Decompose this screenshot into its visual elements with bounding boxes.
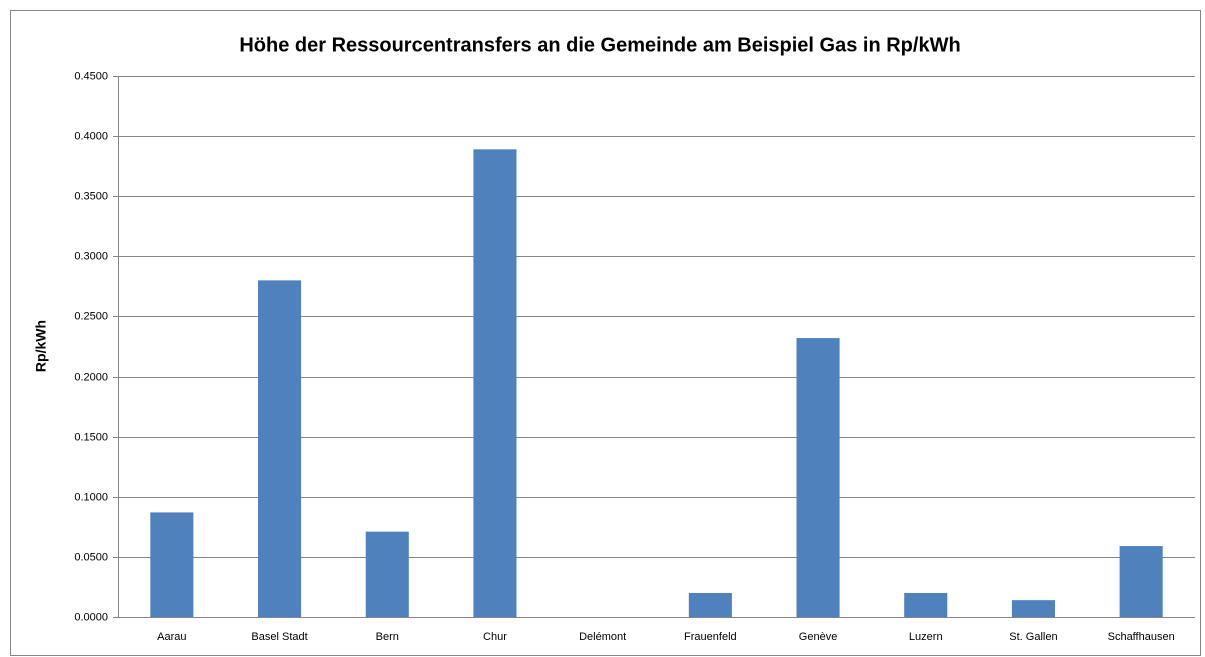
x-tick-label: Schaffhausen bbox=[1108, 631, 1175, 643]
x-tick-label: Aarau bbox=[157, 631, 186, 643]
bar bbox=[258, 280, 302, 617]
x-tick-label: Frauenfeld bbox=[684, 631, 737, 643]
x-tick-label: Chur bbox=[483, 631, 507, 643]
bar bbox=[904, 592, 948, 617]
y-tick-label: 0.2500 bbox=[74, 310, 108, 322]
bar bbox=[1011, 600, 1055, 617]
bar bbox=[688, 592, 732, 617]
x-tick-label: Bern bbox=[376, 631, 399, 643]
y-tick-label: 0.2000 bbox=[74, 371, 108, 383]
x-tick-label: St. Gallen bbox=[1009, 631, 1057, 643]
y-tick-label: 0.1000 bbox=[74, 491, 108, 503]
y-tick-label: 0.1500 bbox=[74, 431, 108, 443]
bar bbox=[473, 149, 517, 617]
bar bbox=[796, 338, 840, 617]
bar bbox=[365, 531, 409, 617]
bar bbox=[150, 512, 194, 617]
y-tick-label: 0.3500 bbox=[74, 190, 108, 202]
x-tick-label: Basel Stadt bbox=[251, 631, 307, 643]
x-tick-label: Genève bbox=[799, 631, 838, 643]
y-tick-label: 0.3000 bbox=[74, 250, 108, 262]
chart-title: Höhe der Ressourcentransfers an die Geme… bbox=[239, 34, 960, 56]
y-tick-label: 0.0000 bbox=[74, 611, 108, 623]
y-tick-label: 0.4000 bbox=[74, 130, 108, 142]
y-axis-label: Rp/kWh bbox=[33, 320, 49, 372]
x-tick-label: Luzern bbox=[909, 631, 943, 643]
bar bbox=[1119, 546, 1163, 617]
chart-border bbox=[10, 10, 1201, 656]
y-tick-label: 0.4500 bbox=[74, 70, 108, 82]
x-tick-label: Delémont bbox=[579, 631, 626, 643]
y-tick-label: 0.0500 bbox=[74, 551, 108, 563]
